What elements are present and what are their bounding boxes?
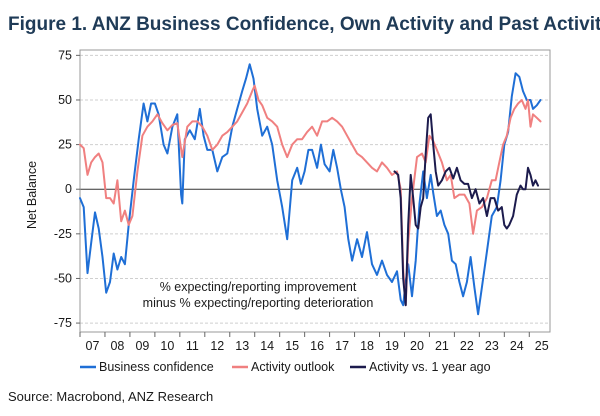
x-axis-ticks: 07 08 09 10 11 12 13 14 15 16 17 18 19 20 21 22 23 24 25 xyxy=(79,332,549,353)
x-tick-label-17: 24 xyxy=(510,339,524,353)
series-line-activity-outlook xyxy=(79,84,542,307)
x-tick-label-16: 23 xyxy=(485,339,499,353)
gridlines xyxy=(80,54,550,324)
x-tick-label-18: 25 xyxy=(535,339,549,353)
legend-label-2: Activity vs. 1 year ago xyxy=(369,360,491,374)
x-tick-label-8: 15 xyxy=(285,339,299,353)
x-tick-label-6: 13 xyxy=(235,339,249,353)
y-tick-label-6: -75 xyxy=(54,316,72,330)
y-tick-label-2: 25 xyxy=(58,138,72,152)
plot-area-border xyxy=(79,49,551,333)
x-tick-label-7: 14 xyxy=(260,339,274,353)
legend-label-0: Business confidence xyxy=(99,360,214,374)
x-tick-label-0: 07 xyxy=(86,339,100,353)
annotation-line-1: % expecting/reporting improvement xyxy=(160,280,357,294)
source-note: Source: Macrobond, ANZ Research xyxy=(8,389,214,404)
x-tick-label-3: 10 xyxy=(160,339,174,353)
x-tick-label-1: 08 xyxy=(110,339,124,353)
legend-label-1: Activity outlook xyxy=(251,360,335,374)
y-axis-ticks: 75 50 25 0 -25 -50 -75 xyxy=(54,48,80,330)
legend: Business confidence Activity outlook Activ… xyxy=(80,360,491,374)
x-tick-label-9: 16 xyxy=(310,339,324,353)
y-tick-label-0: 75 xyxy=(58,48,72,62)
series-layer xyxy=(79,63,542,316)
x-tick-label-11: 18 xyxy=(360,339,374,353)
x-tick-label-14: 21 xyxy=(435,339,449,353)
y-tick-label-4: -25 xyxy=(54,227,72,241)
x-tick-label-4: 11 xyxy=(186,339,199,353)
x-tick-label-2: 09 xyxy=(135,339,149,353)
x-tick-label-10: 17 xyxy=(335,339,349,353)
x-tick-label-13: 20 xyxy=(410,339,424,353)
series-line-activity-vs-1-year-ago xyxy=(393,113,539,307)
y-tick-label-1: 50 xyxy=(58,93,72,107)
y-tick-label-5: -50 xyxy=(54,271,72,285)
y-tick-label-3: 0 xyxy=(65,182,72,196)
annotation-line-2: minus % expecting/reporting deterioratio… xyxy=(143,296,374,310)
chart-title: Figure 1. ANZ Business Confidence, Own A… xyxy=(8,14,600,35)
x-tick-label-15: 22 xyxy=(460,339,474,353)
y-axis-label: Net Balance xyxy=(25,161,39,229)
x-tick-label-5: 12 xyxy=(210,339,224,353)
x-tick-label-12: 19 xyxy=(385,339,399,353)
series-line-business-confidence xyxy=(79,63,542,316)
